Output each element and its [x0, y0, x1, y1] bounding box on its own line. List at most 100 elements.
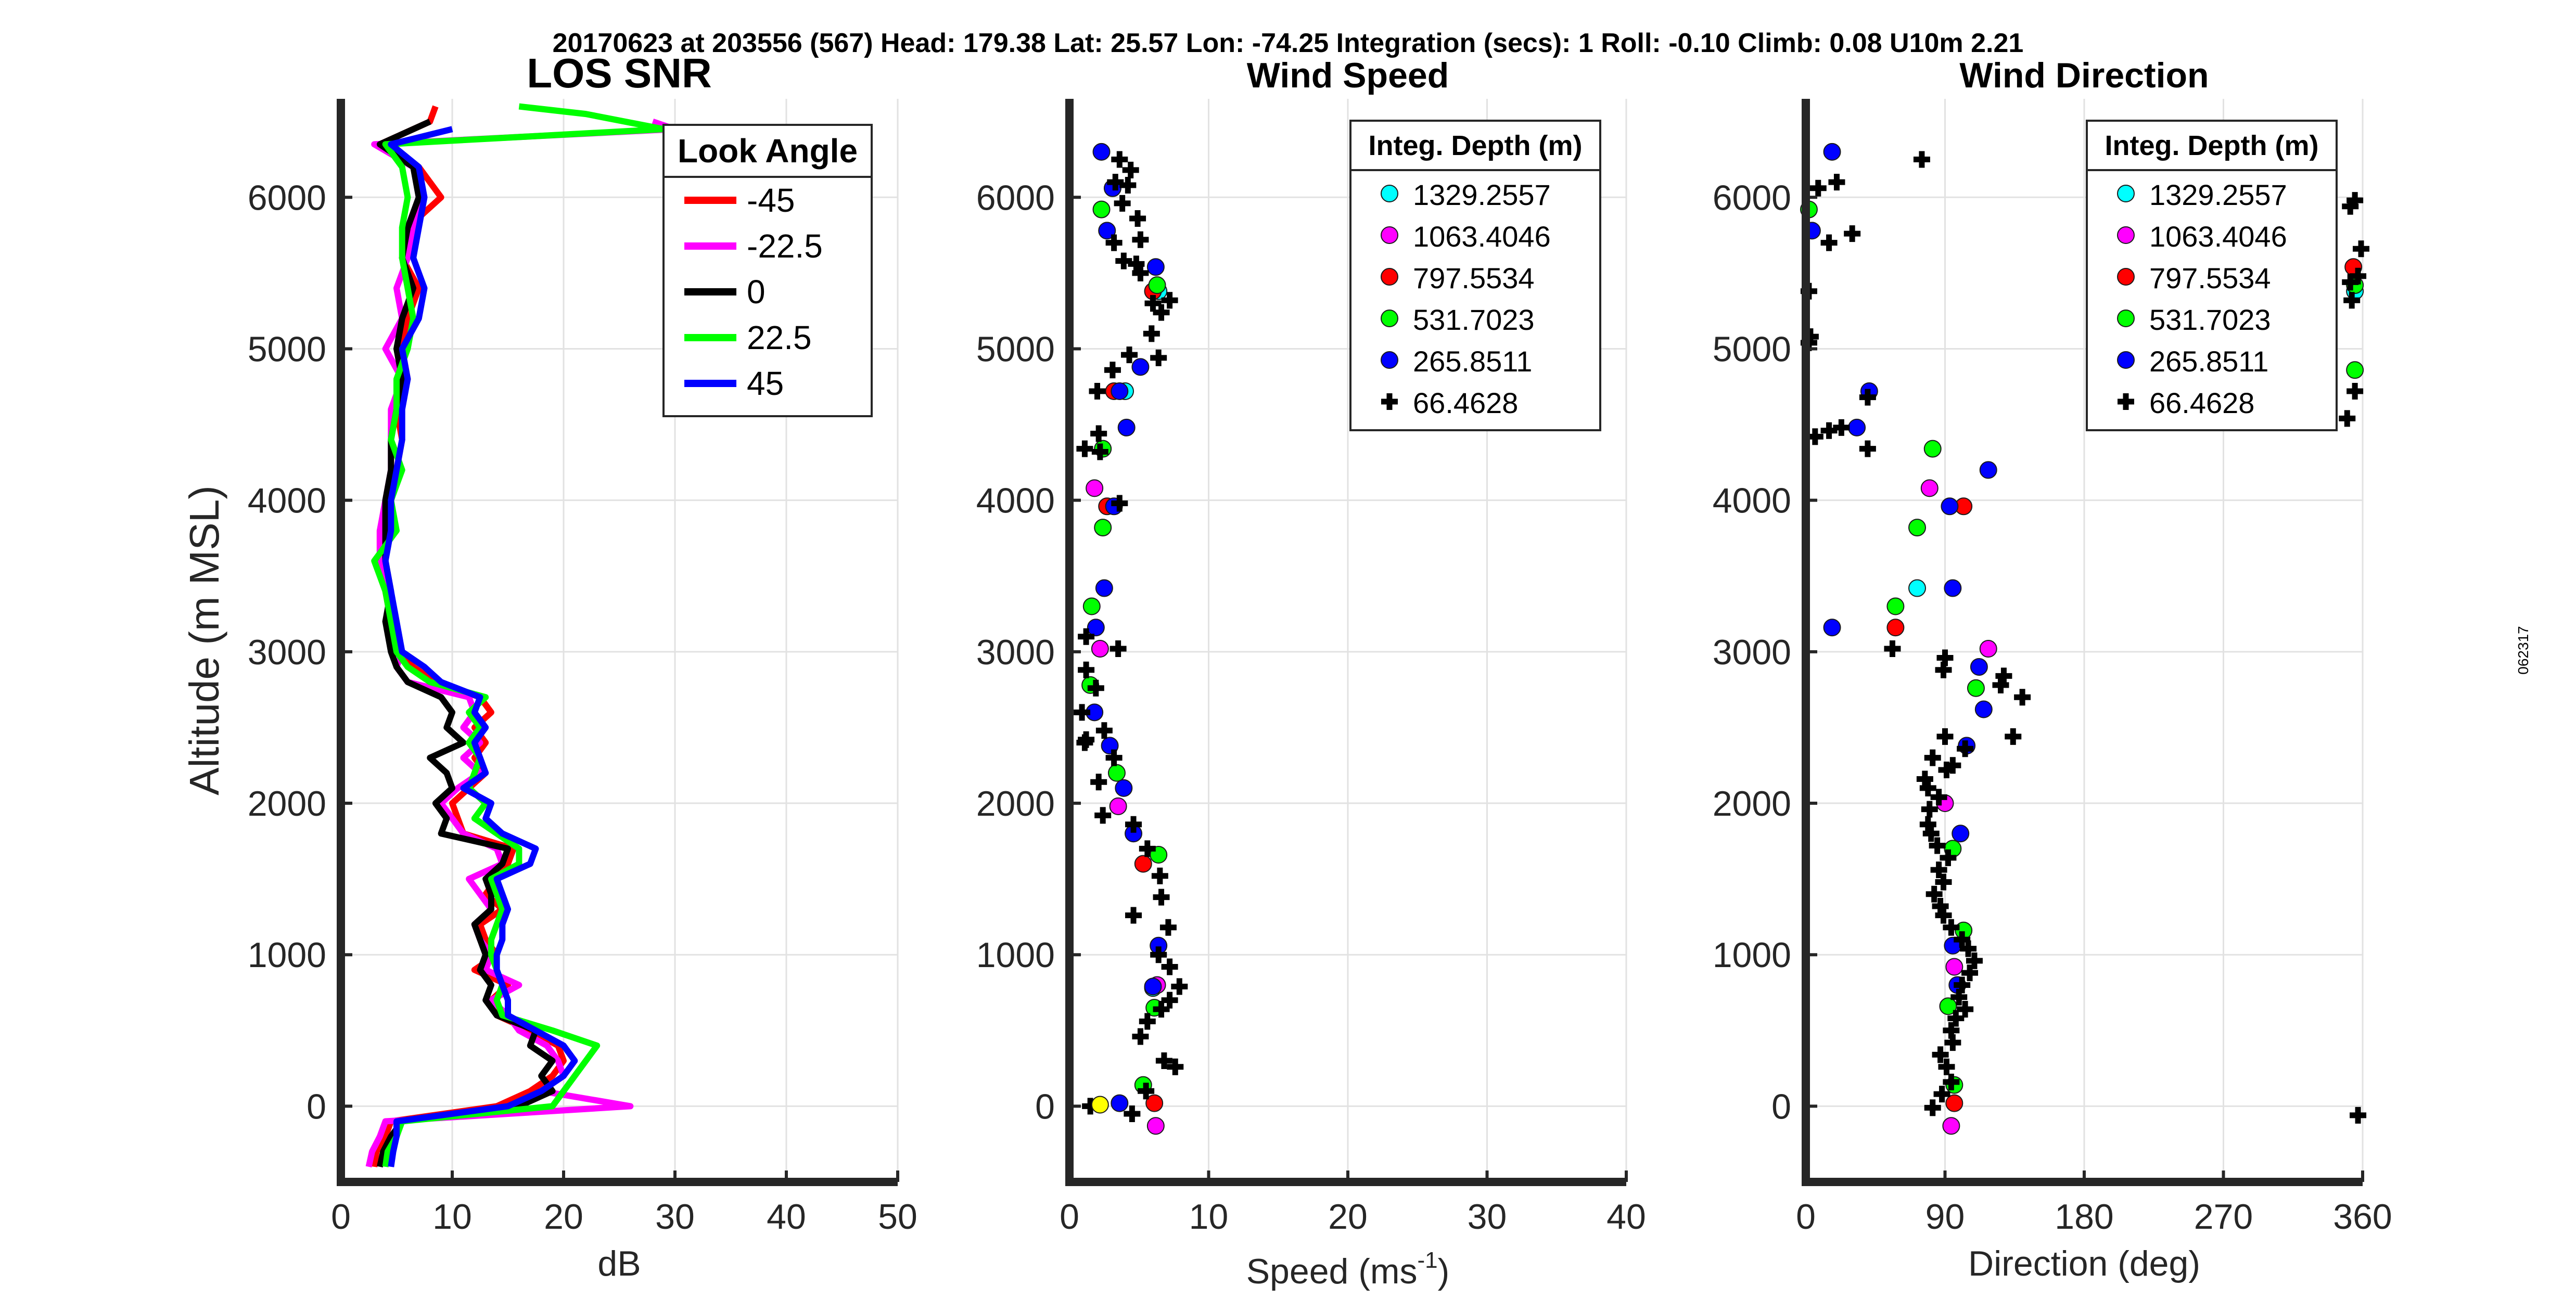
data-point-plus [1091, 443, 1108, 460]
y-tick-label: 4000 [248, 481, 326, 521]
legend-entry: -45 [747, 182, 795, 219]
legend-entry: 1329.2557 [2149, 178, 2287, 211]
data-point [1944, 579, 1962, 597]
axes-title: LOS SNR [527, 50, 712, 96]
x-axis-label-end: ) [1438, 1252, 1450, 1291]
y-axis-label: Altitude (m MSL) [181, 485, 227, 795]
data-point-plus [1078, 731, 1095, 748]
x-axis-label-main: Speed (ms [1246, 1252, 1418, 1291]
data-point-plus [1078, 661, 1095, 678]
data-point [1823, 619, 1841, 637]
data-point-plus [2005, 728, 2022, 745]
data-point-plus [1919, 779, 1936, 796]
x-tick-label: 40 [1606, 1197, 1646, 1237]
x-tick-label: 20 [544, 1197, 583, 1237]
data-point-plus [1155, 1052, 1172, 1070]
data-point-plus [1957, 740, 1974, 757]
legend-swatch [1381, 268, 1398, 286]
data-point [1970, 658, 1988, 676]
legend-swatch [1381, 185, 1398, 202]
data-point-plus [2350, 267, 2367, 285]
data-point [1979, 640, 1997, 658]
data-point-plus [1930, 861, 1947, 879]
data-point-plus [1957, 1001, 1974, 1018]
data-point [1111, 382, 1129, 400]
y-tick-label: 5000 [248, 329, 326, 369]
direction-axes: 0 1000 2000 3000 4000 5000 6000 0 90 180 270 360 Win… [1713, 56, 2392, 1283]
x-axis-label: Speed (ms-1) [1246, 1247, 1450, 1291]
data-point-plus [1171, 978, 1188, 995]
data-point [1094, 519, 1112, 537]
data-point-plus [1153, 889, 1170, 906]
legend-swatch [2117, 310, 2135, 327]
data-point [1920, 479, 1939, 497]
legend-title: Look Angle [678, 132, 858, 170]
y-tick-label: 4000 [976, 481, 1055, 521]
data-point-plus [1938, 1058, 1955, 1075]
data-point-plus [1954, 931, 1971, 948]
x-tick-label: 50 [878, 1197, 917, 1237]
speed-axes: 0 1000 2000 3000 4000 5000 6000 0 10 20 30 40 Wind S… [976, 56, 1646, 1291]
legend-title: Integ. Depth (m) [1369, 130, 1583, 161]
data-point-plus [1844, 225, 1861, 242]
data-point-plus [1087, 679, 1104, 697]
data-point-plus [1936, 728, 1954, 745]
data-point [1111, 1094, 1129, 1112]
data-point-plus [1820, 234, 1838, 251]
data-point-plus [1139, 1013, 1156, 1030]
data-point [1146, 1117, 1165, 1135]
data-point-plus [1859, 440, 1876, 457]
data-point-plus [1121, 346, 1138, 364]
x-axis-label: Direction (deg) [1968, 1244, 2200, 1283]
data-point-plus [1944, 757, 1961, 774]
legend-swatch [2118, 393, 2134, 410]
data-point-plus [1943, 1073, 1960, 1090]
data-point-plus [1107, 174, 1124, 191]
y-tick-label: 1000 [976, 935, 1055, 975]
legend-title: Integ. Depth (m) [2105, 130, 2319, 161]
y-tick-label: 3000 [1713, 633, 1791, 672]
data-point-plus [1132, 1028, 1149, 1045]
data-point-plus [1151, 867, 1168, 884]
data-point-plus [1924, 1099, 1941, 1116]
data-point-plus [1144, 295, 1162, 312]
data-point-plus [1132, 264, 1149, 281]
data-point-plus [1094, 807, 1112, 824]
y-tick-label: 1000 [248, 935, 326, 975]
data-point-plus [1095, 722, 1113, 739]
legend-swatch [2117, 268, 2135, 286]
data-point-plus [2347, 382, 2364, 400]
legend-swatch [1381, 393, 1398, 410]
data-point-plus [1919, 816, 1936, 833]
data-point [1091, 1096, 1109, 1114]
x-tick-label: 30 [1468, 1197, 1507, 1237]
legend-entry: 1063.4046 [2149, 220, 2287, 253]
side-label: 062317 [2515, 626, 2531, 674]
x-tick-label: 180 [2055, 1197, 2113, 1237]
data-point-plus [1913, 151, 1930, 168]
data-point-plus [1090, 774, 1107, 791]
legend-entry: 66.4628 [2149, 387, 2254, 419]
legend: Integ. Depth (m) 1329.2557 1063.4046 797.55… [2086, 120, 2338, 431]
data-point [1092, 200, 1111, 218]
data-point-plus [1114, 195, 1131, 212]
legend-entry: 797.5534 [2149, 262, 2271, 294]
legend-entry: 265.8511 [2149, 345, 2268, 378]
data-point [1941, 497, 1959, 516]
data-point [1886, 597, 1905, 615]
data-point [1923, 440, 1942, 458]
data-point [1092, 143, 1111, 161]
data-point [1087, 619, 1105, 637]
data-point [1945, 958, 1963, 976]
x-tick-label: 40 [767, 1197, 806, 1237]
suptitle: 20170623 at 203556 (567) Head: 179.38 La… [553, 28, 2024, 58]
y-tick-label: 3000 [248, 633, 326, 672]
data-point [1908, 519, 1926, 537]
x-tick-label: 360 [2333, 1197, 2392, 1237]
data-point-plus [2014, 689, 2031, 706]
data-point-plus [1111, 495, 1128, 512]
data-point [1115, 779, 1133, 797]
data-point [2346, 361, 2364, 379]
data-point-plus [1935, 907, 1952, 924]
